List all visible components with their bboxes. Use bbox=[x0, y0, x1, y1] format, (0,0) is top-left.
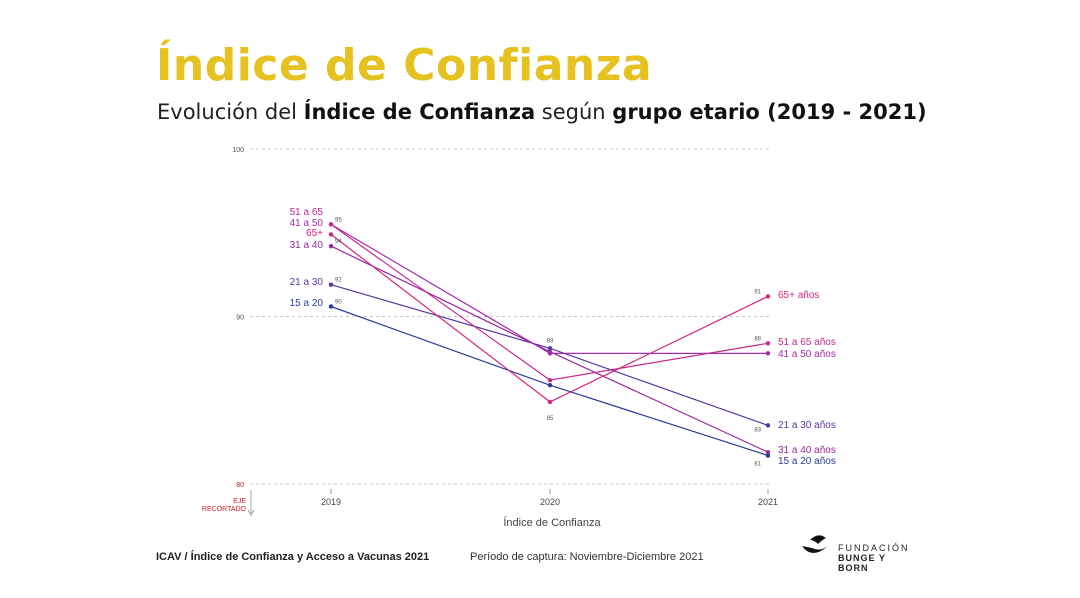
x-axis-label: Índice de Confianza bbox=[503, 516, 601, 529]
data-point bbox=[547, 382, 553, 388]
logo-mark-icon bbox=[802, 535, 828, 553]
data-label: 92 bbox=[335, 278, 342, 284]
series-label-left: 31 a 40 bbox=[290, 240, 324, 251]
axis-break-label: RECORTADO bbox=[202, 506, 247, 513]
y-tick-label: 90 bbox=[236, 315, 244, 322]
data-point bbox=[328, 304, 334, 309]
data-point bbox=[547, 346, 553, 351]
foundation-logo: FUNDACIÓN BUNGE Y BORN bbox=[798, 530, 918, 573]
x-tick-label: 2020 bbox=[540, 497, 560, 507]
x-tick-label: 2019 bbox=[321, 497, 341, 507]
data-point bbox=[765, 423, 771, 428]
y-tick-label: 80 bbox=[236, 482, 244, 489]
footer-period: Período de captura: Noviembre-Diciembre … bbox=[470, 551, 704, 563]
data-label: 90 bbox=[335, 299, 342, 305]
series-label-left: 41 a 50 bbox=[290, 218, 324, 229]
x-tick-label: 2021 bbox=[758, 497, 778, 507]
data-point bbox=[765, 449, 771, 455]
data-label: 83 bbox=[754, 427, 761, 433]
series-label-left: 51 a 65 bbox=[290, 207, 324, 218]
page-subtitle: Evolución del Índice de Confianza según … bbox=[157, 100, 927, 124]
data-point bbox=[328, 232, 334, 237]
logo-line2: BUNGE Y BORN bbox=[838, 553, 886, 573]
subtitle-part3: según bbox=[535, 100, 613, 124]
footer-source: ICAV / Índice de Confianza y Acceso a Va… bbox=[156, 551, 430, 563]
data-point bbox=[328, 282, 334, 287]
series-label-right: 51 a 65 años bbox=[778, 337, 836, 348]
data-point bbox=[765, 294, 771, 299]
data-point bbox=[547, 399, 553, 405]
subtitle-part1: Evolución del bbox=[157, 100, 304, 124]
data-label: 88 bbox=[754, 336, 761, 342]
data-point bbox=[765, 351, 771, 356]
data-label: 88 bbox=[547, 339, 554, 345]
series-label-right: 65+ años bbox=[778, 290, 819, 301]
series-line bbox=[330, 223, 768, 354]
data-point bbox=[328, 222, 334, 227]
series-label-right: 31 a 40 años bbox=[778, 445, 836, 456]
data-point bbox=[328, 243, 334, 249]
page-title: Índice de Confianza bbox=[156, 40, 653, 91]
axis-break-arrowhead bbox=[247, 509, 255, 516]
series-label-left: 15 a 20 bbox=[290, 298, 324, 309]
data-point bbox=[765, 453, 771, 458]
data-point bbox=[547, 351, 553, 356]
data-label: 95 bbox=[335, 217, 342, 223]
data-label: 91 bbox=[754, 289, 761, 295]
data-point bbox=[765, 341, 771, 346]
axis-break-label: EJE bbox=[233, 498, 246, 505]
data-label: 94 bbox=[335, 239, 342, 245]
series-label-right: 21 a 30 años bbox=[778, 420, 836, 431]
series-line bbox=[330, 223, 769, 381]
series-label-left: 65+ bbox=[306, 228, 323, 239]
series-label-right: 41 a 50 años bbox=[778, 349, 836, 360]
data-label: 81 bbox=[754, 462, 761, 468]
subtitle-part4: grupo etario (2019 - 2021) bbox=[612, 100, 927, 124]
data-label: 85 bbox=[547, 416, 554, 422]
data-point bbox=[547, 377, 553, 383]
logo-line1: FUNDACIÓN bbox=[838, 543, 910, 553]
series-line bbox=[330, 233, 769, 403]
subtitle-part2: Índice de Confianza bbox=[303, 100, 536, 124]
series-label-left: 21 a 30 bbox=[290, 277, 324, 288]
y-tick-label: 100 bbox=[232, 147, 244, 154]
series-label-right: 15 a 20 años bbox=[778, 456, 836, 467]
